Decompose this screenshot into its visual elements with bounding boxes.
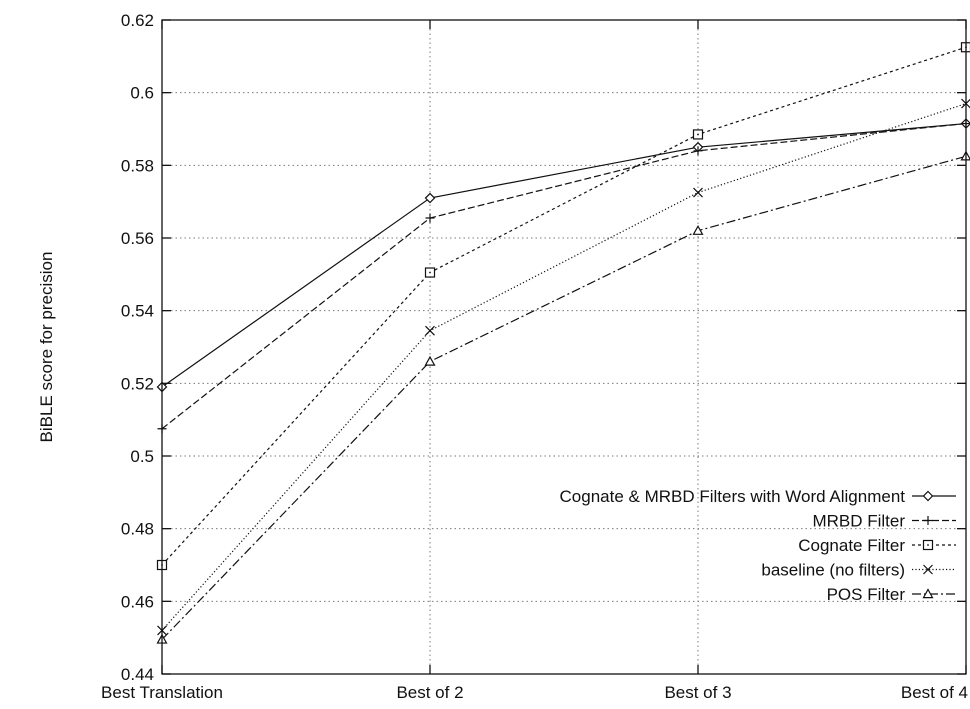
series-lines: [161, 46, 967, 640]
data-point-plus: [693, 146, 703, 156]
legend-marker-diamond: [922, 490, 934, 502]
grid: [162, 20, 966, 674]
data-point-cross: [425, 325, 435, 336]
data-point-triangle: [692, 224, 704, 235]
series-line-3: [161, 102, 967, 631]
legend-label: POS Filter: [827, 585, 906, 604]
y-tick-label: 0.52: [121, 374, 154, 393]
legend: Cognate & MRBD Filters with Word Alignme…: [560, 487, 956, 604]
y-tick-label: 0.44: [121, 665, 154, 684]
y-tick-label: 0.6: [130, 84, 154, 103]
data-point-cross: [693, 187, 703, 198]
x-tick-label: Best Translation: [101, 683, 223, 702]
legend-label: baseline (no filters): [761, 561, 905, 580]
y-axis-title: BiBLE score for precision: [37, 252, 56, 443]
x-tick-labels: Best Translation Best of 2 Best of 3 Best o…: [101, 683, 968, 702]
data-point-diamond: [424, 192, 436, 204]
data-point-square-dot: [429, 271, 431, 274]
legend-marker-cross: [923, 564, 933, 575]
legend-marker-square-dot: [927, 544, 929, 546]
series-line-4: [161, 155, 967, 640]
legend-label: MRBD Filter: [812, 512, 905, 531]
y-tick-label: 0.5: [130, 447, 154, 466]
y-tick-label: 0.62: [121, 11, 154, 30]
legend-marker-triangle: [922, 588, 934, 599]
x-tick-label: Best of 2: [396, 683, 463, 702]
data-point-square-dot: [697, 133, 699, 136]
x-tick-label: Best of 4: [901, 683, 968, 702]
y-tick-label: 0.56: [121, 229, 154, 248]
series-line-1: [161, 122, 967, 430]
y-tick-label: 0.46: [121, 592, 154, 611]
y-tick-label: 0.54: [121, 302, 154, 321]
plot-frame: [161, 19, 967, 675]
data-point-plus: [425, 213, 435, 223]
y-tick-label: 0.58: [121, 156, 154, 175]
x-tick-label: Best of 3: [664, 683, 731, 702]
legend-marker-plus: [923, 516, 933, 525]
legend-label: Cognate Filter: [798, 536, 905, 555]
y-tick-labels: 0.44 0.46 0.48 0.5 0.52 0.54 0.56 0.58 0.6 0.62: [121, 11, 154, 684]
axis-ticks: [161, 19, 967, 675]
y-tick-label: 0.48: [121, 520, 154, 539]
data-point-triangle: [424, 355, 436, 366]
series-line-0: [161, 122, 967, 388]
series-line-2: [161, 46, 967, 566]
legend-label: Cognate & MRBD Filters with Word Alignme…: [560, 487, 906, 506]
